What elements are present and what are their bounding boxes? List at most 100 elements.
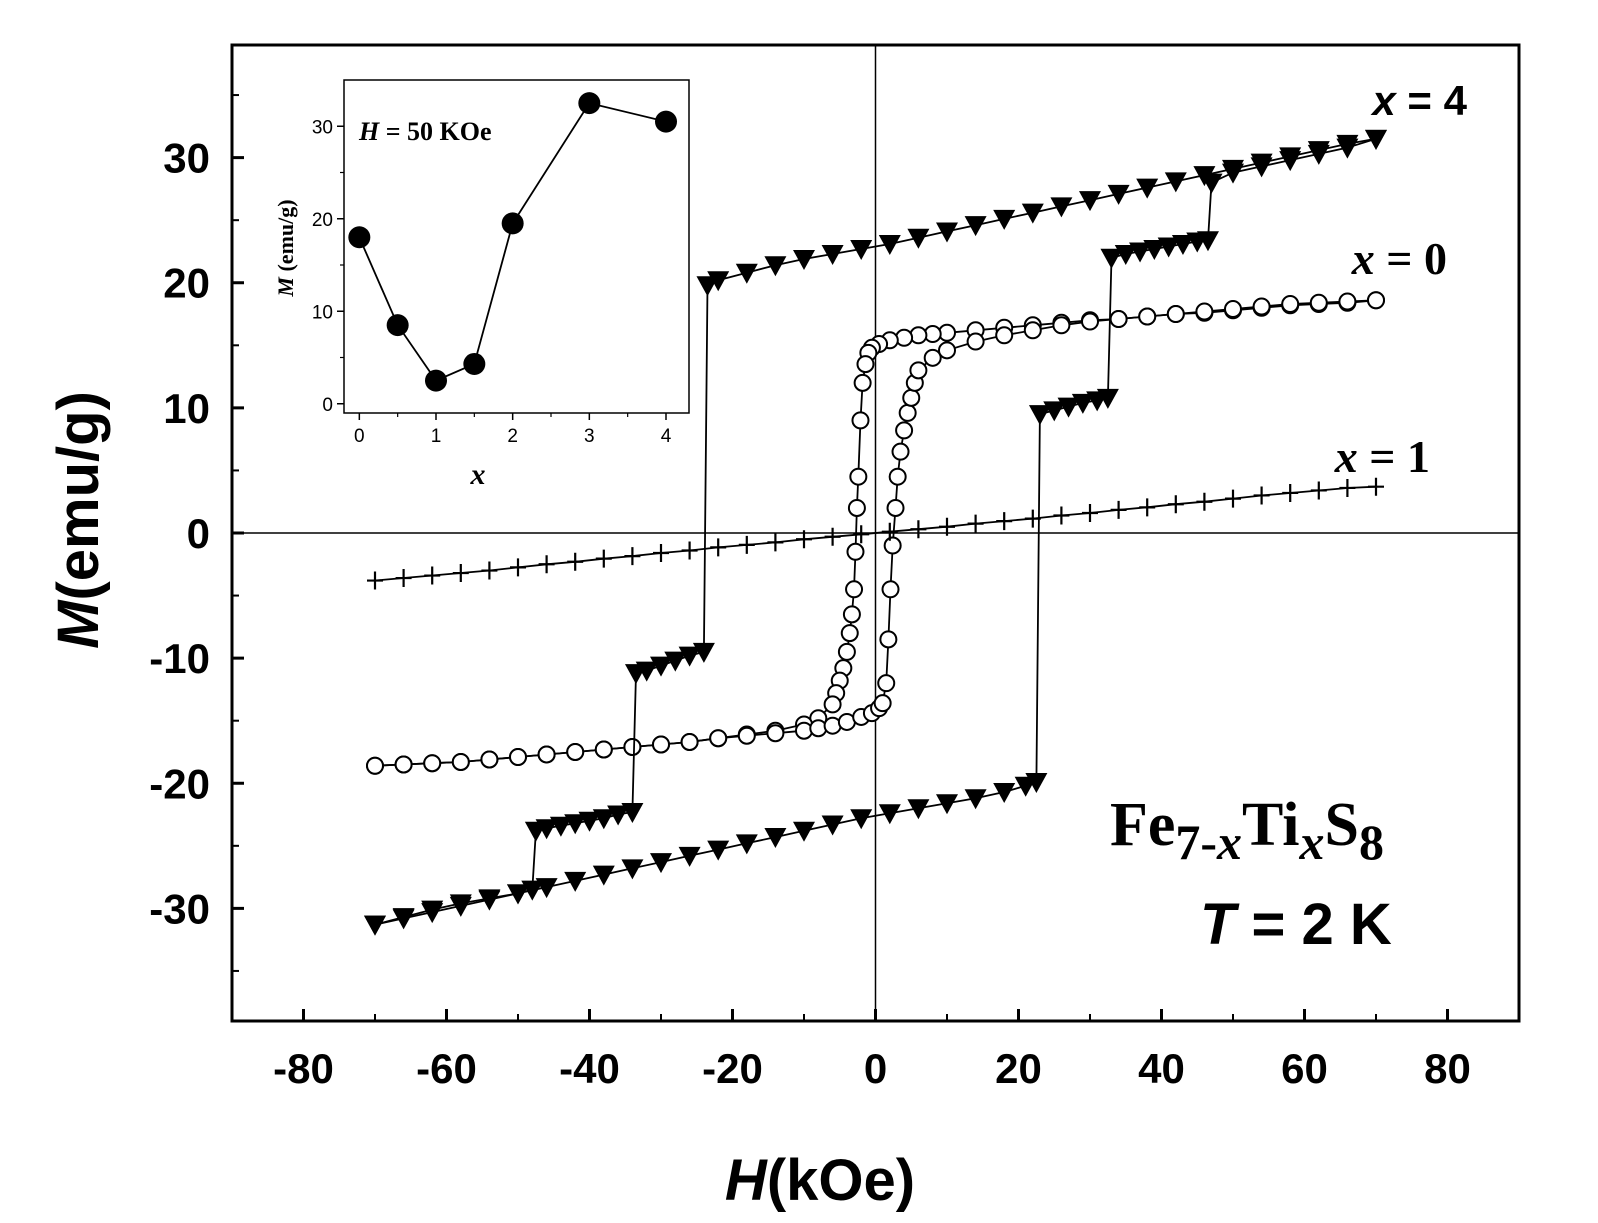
data-point: [510, 558, 526, 577]
data-point: [764, 256, 787, 277]
data-point: [653, 544, 669, 563]
inset-data-point: [501, 212, 524, 235]
x-tick-label: -20: [702, 1045, 763, 1092]
data-point: [594, 740, 613, 759]
data-point: [1107, 184, 1130, 205]
inset-series: [348, 92, 677, 392]
data-point: [1100, 248, 1123, 269]
data-point: [1224, 300, 1242, 319]
data-point: [878, 804, 901, 825]
inset-x-tick-label: 3: [584, 426, 595, 447]
inset-y-tick-label: 0: [322, 395, 333, 416]
data-point: [898, 403, 917, 422]
data-point: [566, 742, 585, 761]
data-point: [938, 341, 956, 360]
data-point: [1368, 477, 1384, 496]
data-point: [878, 234, 901, 255]
y-tick-label: -30: [149, 885, 210, 932]
data-point: [737, 726, 756, 745]
data-point: [421, 903, 444, 924]
data-point: [881, 522, 898, 541]
data-point: [624, 664, 647, 685]
data-point: [1025, 773, 1048, 794]
data-point: [1196, 231, 1219, 252]
data-point: [535, 878, 558, 899]
data-point: [1079, 191, 1101, 212]
data-point: [507, 884, 529, 905]
inset-data-point: [386, 314, 409, 337]
data-point: [509, 747, 527, 766]
data-point: [1043, 401, 1066, 422]
data-point: [881, 580, 900, 599]
inset-frame: [343, 79, 690, 414]
inset-data-point: [655, 110, 677, 133]
x-tick-label: -80: [273, 1045, 334, 1092]
data-point: [793, 821, 815, 842]
data-point: [879, 630, 898, 649]
data-point: [1138, 307, 1157, 326]
data-point: [481, 561, 498, 580]
data-point: [678, 846, 701, 867]
data-point: [1157, 237, 1180, 258]
x-tick-label: -60: [416, 1045, 477, 1092]
x-tick-label: -40: [559, 1045, 620, 1092]
data-point: [650, 656, 672, 677]
data-point: [1250, 157, 1273, 178]
data-point: [902, 388, 921, 407]
data-point: [907, 228, 930, 249]
data-point: [850, 809, 873, 830]
data-point: [681, 541, 698, 560]
data-point: [1167, 495, 1184, 514]
data-point: [849, 467, 868, 486]
x-tick-label: 40: [1138, 1045, 1185, 1092]
data-point: [623, 737, 642, 756]
data-point: [966, 332, 985, 351]
data-point: [888, 467, 907, 486]
data-point: [449, 896, 472, 917]
data-point: [1225, 489, 1241, 508]
data-point: [1110, 500, 1127, 519]
data-point: [394, 755, 413, 774]
data-point: [964, 789, 987, 810]
data-point: [1253, 486, 1270, 505]
data-point: [537, 745, 556, 764]
data-point: [424, 566, 441, 585]
y-axis-title: M(emu/g): [46, 391, 111, 649]
inset-x-tick-label: 0: [354, 426, 365, 447]
data-point: [1310, 481, 1327, 500]
data-point: [909, 361, 928, 380]
data-point: [524, 821, 547, 842]
data-point: [936, 794, 958, 815]
data-point: [1336, 138, 1359, 159]
data-point: [652, 735, 670, 754]
inset-y-axis-title: M (emu/g): [273, 199, 298, 297]
data-point: [478, 890, 501, 911]
data-point: [847, 498, 866, 517]
series-label-x1: x = 1: [1334, 431, 1430, 482]
data-point: [1367, 291, 1385, 310]
series-open-circle: [366, 291, 1385, 775]
data-series: [364, 129, 1387, 936]
series-filled-down-triangle: [364, 129, 1387, 936]
series-plus: [367, 477, 1384, 590]
x-tick-label: 60: [1281, 1045, 1328, 1092]
data-point: [939, 517, 955, 536]
data-point: [1082, 503, 1098, 522]
inset-data-point: [463, 352, 486, 375]
temperature-label: T = 2 K: [1200, 892, 1392, 957]
y-tick-label: 30: [163, 135, 210, 182]
data-point: [595, 549, 612, 568]
data-point: [995, 326, 1014, 345]
x-tick-label: 0: [864, 1045, 887, 1092]
data-point: [624, 547, 641, 566]
inset-data-point: [578, 92, 601, 115]
series-label-x0: x = 0: [1351, 233, 1447, 284]
inset-x-tick-label: 2: [507, 426, 518, 447]
inset-background: [344, 80, 689, 413]
data-point: [1164, 172, 1187, 193]
data-point: [1136, 178, 1159, 199]
series-label-x4: x = 4: [1370, 77, 1467, 124]
data-point: [1339, 478, 1356, 497]
data-point: [1166, 305, 1185, 324]
